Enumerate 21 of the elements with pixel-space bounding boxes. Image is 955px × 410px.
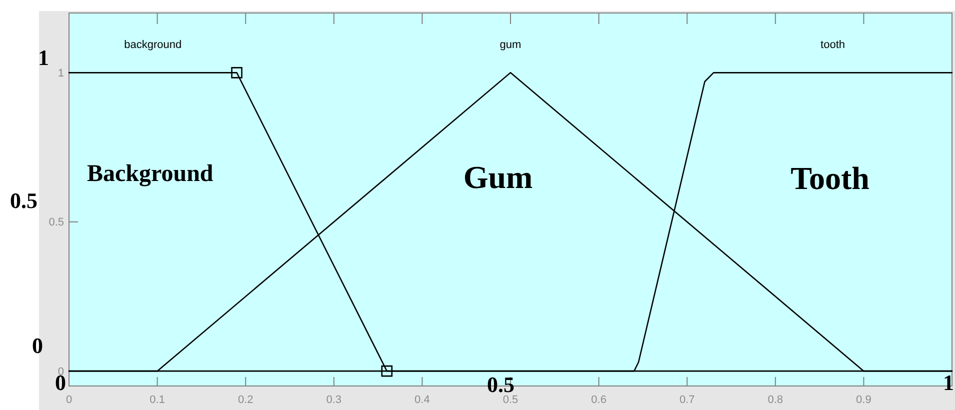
series-label: background xyxy=(124,39,182,51)
x-tick-label: 0.7 xyxy=(679,394,695,406)
x-tick-label: 0.3 xyxy=(326,394,342,406)
annotation: 1 xyxy=(943,370,954,395)
x-tick-label: 0.2 xyxy=(238,394,254,406)
x-tick-label: 0.4 xyxy=(414,394,430,406)
x-tick-label: 0.8 xyxy=(768,394,784,406)
annotation: Background xyxy=(87,161,214,187)
x-tick-label: 0 xyxy=(66,394,72,406)
text: 0.5 xyxy=(10,188,38,213)
annotation: Gum xyxy=(463,159,534,195)
x-tick-label: 0.9 xyxy=(856,394,872,406)
text: 0 xyxy=(32,333,43,358)
x-tick-label: 0.5 xyxy=(502,394,518,406)
x-tick-label: 0.6 xyxy=(591,394,606,406)
text: gum xyxy=(500,39,522,51)
y-tick-label: 1 xyxy=(58,68,64,80)
y-tick-label: 0.5 xyxy=(48,216,64,229)
series-label: tooth xyxy=(820,39,846,51)
annotation: Tooth xyxy=(790,160,870,196)
x-tick-label: 0.1 xyxy=(150,394,165,406)
